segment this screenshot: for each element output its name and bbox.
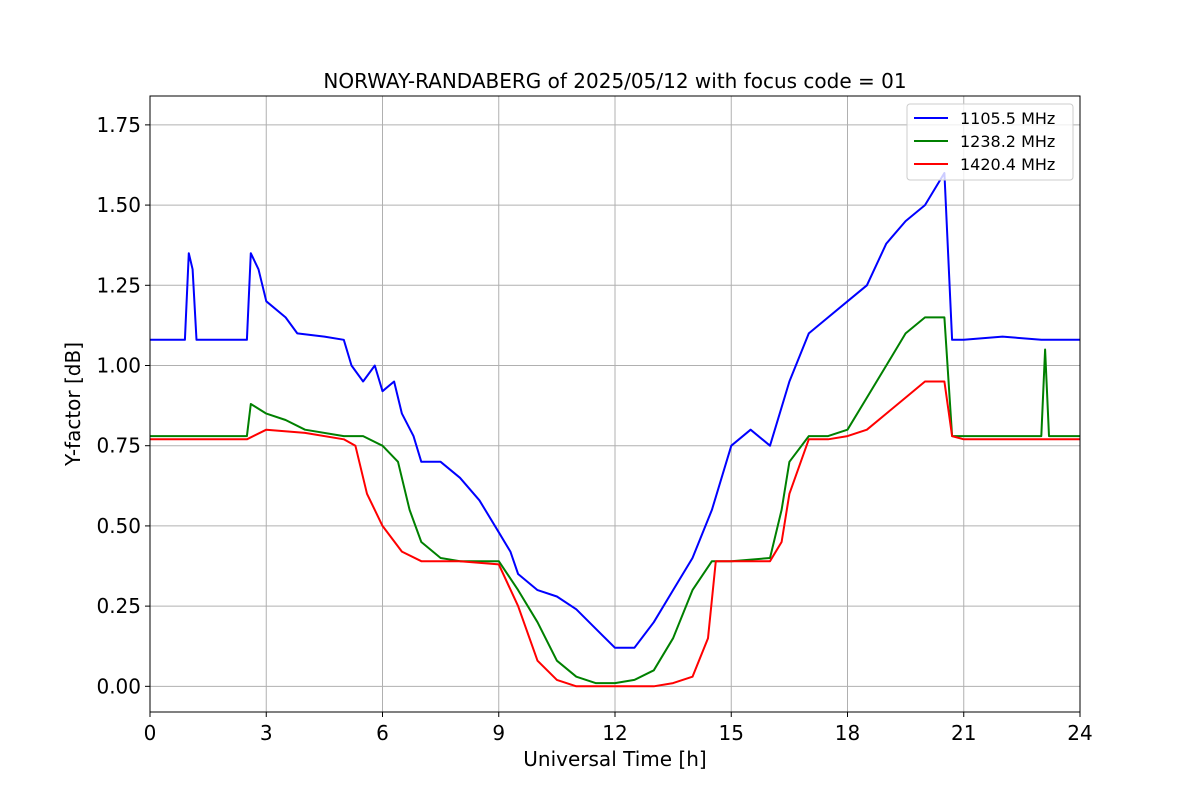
series-line-2 [150,316,1080,685]
x-tick-label: 3 [260,721,273,745]
legend-entry-label: 1420.4 MHz [960,155,1055,174]
series-line-1 [150,172,1080,649]
legend-entry-label: 1105.5 MHz [960,109,1055,128]
y-tick-label: 1.25 [96,273,141,297]
y-tick-label: 0.50 [96,514,141,538]
legend-entry-label: 1238.2 MHz [960,132,1055,151]
y-tick-label: 0.25 [96,594,141,618]
series-line-3 [150,380,1080,688]
x-tick-label: 24 [1067,721,1092,745]
x-tick-label: 6 [376,721,389,745]
tick-layer: 0 3 6 9 12 15 18 21 24 0.00 0.25 0.50 0.75 1.00 1.25 1.… [96,113,1092,745]
y-tick-label: 0.00 [96,674,141,698]
y-tick-label: 0.75 [96,434,141,458]
series-layer [150,172,1080,688]
y-tick-label: 1.75 [96,113,141,137]
x-tick-label: 0 [144,721,157,745]
x-tick-label: 9 [492,721,505,745]
y-tick-label: 1.50 [96,193,141,217]
y-axis-label: Y-factor [dB] [61,342,85,467]
x-tick-label: 15 [719,721,744,745]
legend-box [906,103,1074,181]
x-axis-label: Universal Time [h] [523,747,706,771]
y-tick-label: 1.00 [96,354,141,378]
legend: 1105.5 MHz 1238.2 MHz 1420.4 MHz [906,103,1074,181]
x-tick-label: 18 [835,721,860,745]
x-tick-label: 21 [951,721,976,745]
chart-title: NORWAY-RANDABERG of 2025/05/12 with focu… [323,69,906,93]
x-tick-label: 12 [602,721,627,745]
